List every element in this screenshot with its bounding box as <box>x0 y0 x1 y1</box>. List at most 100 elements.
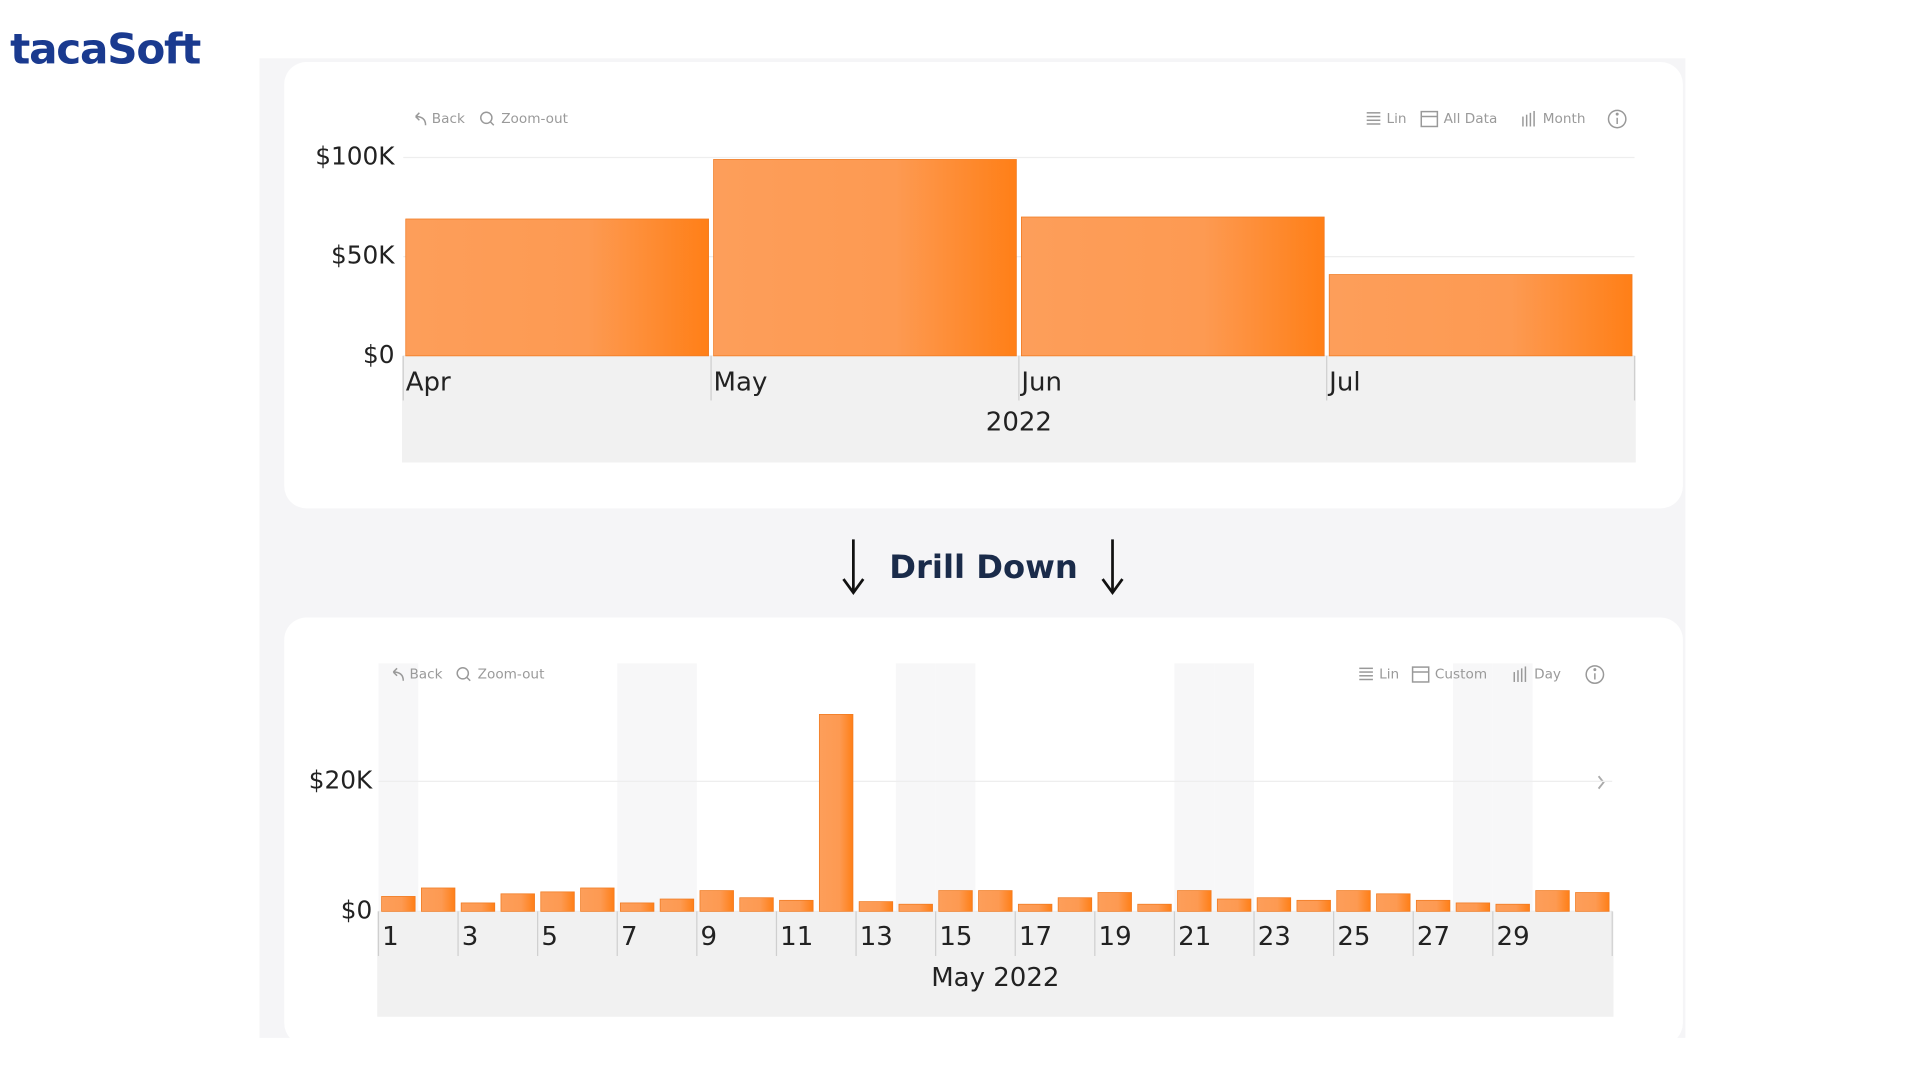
toolbar-button[interactable]: Lin <box>1387 111 1407 127</box>
bar <box>1256 897 1292 912</box>
toolbar-button[interactable]: All Data <box>1444 111 1498 127</box>
x-tick-label: 1 <box>382 922 399 952</box>
bar <box>1415 899 1451 912</box>
weekend-band <box>1174 663 1215 912</box>
toolbar-icons <box>415 109 1627 129</box>
info-icon <box>1593 668 1597 672</box>
bar <box>1057 897 1093 912</box>
weekend-band <box>935 663 976 912</box>
y-tick-label: $50K <box>331 241 395 270</box>
toolbar-button[interactable]: Back <box>432 111 465 127</box>
info-icon <box>1585 665 1605 684</box>
toolbar-button[interactable]: Zoom-out <box>478 667 545 683</box>
bar <box>460 902 496 912</box>
x-tick-label: 25 <box>1337 922 1370 952</box>
bar <box>500 893 535 912</box>
y-tick-label: $20K <box>309 765 373 794</box>
x-tick-label: Apr <box>406 368 451 398</box>
bar <box>1017 903 1053 912</box>
y-tick-label: $0 <box>341 895 373 924</box>
bar <box>699 890 734 912</box>
arrows <box>842 539 1124 596</box>
zoom-icon <box>480 111 493 125</box>
toolbar-button[interactable]: Zoom-out <box>501 111 568 127</box>
back-icon <box>415 112 427 126</box>
bar <box>938 890 973 912</box>
bar <box>1535 890 1570 912</box>
weekend-band <box>1214 663 1255 912</box>
bar <box>1021 216 1325 357</box>
x-tick-label: 29 <box>1497 922 1530 952</box>
weekend-band <box>1492 663 1533 912</box>
bar <box>1296 899 1331 912</box>
back-icon <box>392 667 405 681</box>
logo: tacaSoft <box>10 25 201 74</box>
bar <box>580 887 615 912</box>
weekend-band <box>895 663 936 912</box>
zoom-icon <box>465 676 471 682</box>
x-group-label: 2022 <box>986 407 1052 437</box>
bar <box>1495 903 1530 912</box>
weekend-band <box>378 663 419 912</box>
x-tick-label: Jun <box>1019 368 1062 398</box>
bar <box>420 887 456 912</box>
x-tick-label: 21 <box>1178 922 1211 952</box>
weekend-band <box>657 663 697 912</box>
toolbar-button[interactable]: Back <box>409 667 442 683</box>
caption: Drill Down <box>889 548 1078 586</box>
bar <box>381 896 416 912</box>
bar <box>619 902 655 912</box>
x-tick-label: 23 <box>1258 922 1291 952</box>
x-tick-label: Jul <box>1327 368 1360 398</box>
bar <box>405 218 709 357</box>
x-tick-label: 17 <box>1019 922 1052 952</box>
x-tick-label: 7 <box>621 922 638 952</box>
weekend-band <box>1453 663 1493 912</box>
calendar-icon <box>1411 666 1430 683</box>
bar <box>1216 898 1252 912</box>
x-axis-band <box>377 911 1614 1017</box>
toolbar-button[interactable]: Day <box>1534 667 1561 683</box>
toolbar-button[interactable]: Custom <box>1435 667 1487 683</box>
bar <box>898 903 933 912</box>
bar <box>779 899 814 912</box>
bar <box>713 159 1017 357</box>
x-tick-label: 11 <box>780 922 813 952</box>
x-tick-label: 9 <box>701 922 718 952</box>
x-tick-label: 5 <box>541 922 558 952</box>
bar <box>978 890 1013 912</box>
toolbar-button[interactable]: Month <box>1543 111 1586 127</box>
info-icon <box>1607 109 1627 129</box>
bar <box>1376 893 1411 912</box>
x-tick-label: 19 <box>1099 922 1132 952</box>
bar <box>659 898 695 912</box>
bar <box>1177 890 1212 912</box>
bar <box>739 897 774 912</box>
calendar-icon <box>1420 110 1439 128</box>
y-tick-label: $100K <box>315 141 395 170</box>
bar <box>1137 903 1172 912</box>
bar <box>1097 892 1132 912</box>
x-tick-label: 13 <box>860 922 893 952</box>
y-tick-label: $0 <box>363 340 395 369</box>
bar <box>1336 890 1371 912</box>
bar <box>818 714 854 912</box>
x-tick-label: May <box>714 368 768 398</box>
bar <box>1575 892 1610 912</box>
toolbar-button[interactable]: Lin <box>1379 667 1399 683</box>
weekend-band <box>617 663 658 912</box>
toolbar-icons <box>392 665 1605 684</box>
bar <box>1455 902 1491 912</box>
x-tick-label: 27 <box>1417 922 1450 952</box>
bar <box>540 891 575 912</box>
bar <box>1328 274 1633 357</box>
info-icon <box>1615 112 1619 116</box>
x-group-label: May 2022 <box>931 963 1059 993</box>
zoom-icon <box>489 120 495 126</box>
zoom-icon <box>456 666 470 680</box>
x-tick-label: 15 <box>939 922 972 952</box>
x-tick-label: 3 <box>462 922 479 952</box>
bar <box>858 901 894 912</box>
